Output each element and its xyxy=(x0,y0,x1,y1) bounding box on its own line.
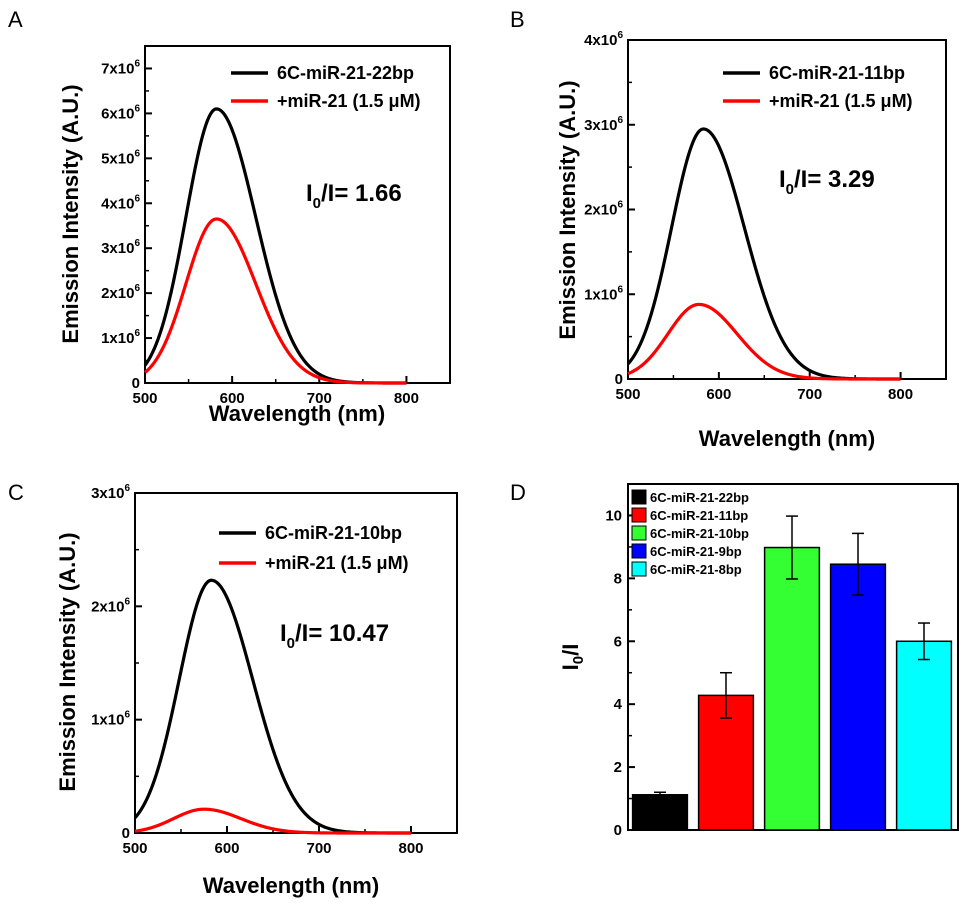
bar-4 xyxy=(829,563,887,831)
x-tick-label-b: 700 xyxy=(797,386,822,403)
y-tick-label-b: 1x106 xyxy=(584,284,623,303)
legend-swatch-d-1 xyxy=(631,489,647,505)
x-ticks-b: 500 600 700 800 xyxy=(615,372,913,403)
y-tick-label-c: 2x106 xyxy=(91,596,130,615)
curves-b xyxy=(626,127,902,381)
bar-1 xyxy=(631,794,689,831)
legend-label-b-1: 6C-miR-21-11bp xyxy=(769,63,905,83)
ratio-annotation-c: I0/I= 10.47 xyxy=(280,620,389,652)
x-tick-label-b: 500 xyxy=(615,386,640,403)
x-tick-label-c: 500 xyxy=(122,840,147,857)
y-tick-label-a: 4x106 xyxy=(101,193,140,212)
y-tick-label-b: 0 xyxy=(615,371,623,388)
legend-label-a-1: 6C-miR-21-22bp xyxy=(277,63,414,83)
legend-label-a-2: +miR-21 (1.5 μM) xyxy=(277,91,421,111)
y-tick-label-d: 8 xyxy=(614,570,622,587)
x-tick-label-a: 600 xyxy=(220,390,245,407)
y-tick-label-a: 3x106 xyxy=(101,238,140,257)
panel-c: C 0 1x106 2x106 3x106 500 600 700 800 Waveleng… xyxy=(8,480,458,898)
y-tick-label-d: 0 xyxy=(614,822,622,839)
y-axis-title-d: I0/I xyxy=(558,644,587,671)
panel-letter-c: C xyxy=(8,480,24,505)
y-tick-label-d: 2 xyxy=(614,759,622,776)
series-line-a-1 xyxy=(143,107,408,385)
panel-a: A 0 1x106 2x106 3x106 4x106 5x106 6x106 7x106 5… xyxy=(8,7,451,426)
y-tick-label-c: 3x106 xyxy=(91,483,130,502)
series-line-c-2 xyxy=(134,807,412,835)
y-tick-label-a: 0 xyxy=(132,375,140,392)
panel-b: B 0 1x106 2x106 3x106 4x106 500 600 700 800 Wav… xyxy=(510,7,947,451)
y-axis-title-c: Emission Intensity (A.U.) xyxy=(55,532,80,791)
y-tick-label-a: 7x106 xyxy=(101,58,140,77)
ratio-annotation-b: I0/I= 3.29 xyxy=(779,166,875,198)
y-tick-label-d: 10 xyxy=(605,507,622,524)
x-tick-label-a: 800 xyxy=(394,390,419,407)
y-tick-label-b: 2x106 xyxy=(584,200,623,219)
x-tick-label-c: 800 xyxy=(398,840,423,857)
series-line-c-1 xyxy=(133,578,412,835)
legend-label-d-4: 6C-miR-21-9bp xyxy=(650,544,742,559)
legend-label-d-3: 6C-miR-21-10bp xyxy=(650,526,749,541)
x-tick-label-c: 700 xyxy=(306,840,331,857)
legend-swatch-d-4 xyxy=(631,543,647,559)
panel-letter-b: B xyxy=(510,7,525,32)
legend-swatch-d-3 xyxy=(631,525,647,541)
series-line-b-2 xyxy=(627,302,902,381)
legend-swatch-d-5 xyxy=(631,561,647,577)
panel-letter-d: D xyxy=(510,480,526,505)
x-axis-title-c: Wavelength (nm) xyxy=(203,873,379,898)
panel-d: D 0 2 4 6 8 10 I0/I 6C-miR-21-22bp 6C-miR-21-1… xyxy=(510,480,959,839)
x-tick-label-c: 600 xyxy=(214,840,239,857)
legend-d: 6C-miR-21-22bp 6C-miR-21-11bp 6C-miR-21-10… xyxy=(631,489,749,577)
x-tick-label-b: 600 xyxy=(706,386,731,403)
plot-frame-a xyxy=(144,45,451,384)
y-tick-label-a: 5x106 xyxy=(101,148,140,167)
y-ticks-b: 0 1x106 2x106 3x106 4x106 xyxy=(584,30,635,388)
y-tick-label-a: 2x106 xyxy=(101,283,140,302)
legend-swatch-d-2 xyxy=(631,507,647,523)
y-tick-label-b: 3x106 xyxy=(584,115,623,134)
y-tick-label-d: 6 xyxy=(614,633,622,650)
y-tick-label-d: 4 xyxy=(614,696,623,713)
legend-label-d-5: 6C-miR-21-8bp xyxy=(650,562,742,577)
x-axis-title-b: Wavelength (nm) xyxy=(699,426,875,451)
legend-b: 6C-miR-21-11bp +miR-21 (1.5 μM) xyxy=(723,63,913,111)
x-tick-label-a: 700 xyxy=(307,390,332,407)
bar-5 xyxy=(895,640,953,831)
legend-label-d-1: 6C-miR-21-22bp xyxy=(650,490,749,505)
y-ticks-a: 0 1x106 2x106 3x106 4x106 5x106 6x106 7x106 xyxy=(101,58,152,392)
y-ticks-c: 0 1x106 2x106 3x106 xyxy=(91,483,142,842)
x-tick-label-b: 800 xyxy=(888,386,913,403)
legend-label-c-1: 6C-miR-21-10bp xyxy=(265,523,402,543)
legend-label-b-2: +miR-21 (1.5 μM) xyxy=(769,91,913,111)
bar-3 xyxy=(763,546,821,831)
legend-label-d-2: 6C-miR-21-11bp xyxy=(650,508,748,523)
y-tick-label-c: 0 xyxy=(122,825,130,842)
x-axis-title-a: Wavelength (nm) xyxy=(209,401,385,426)
y-tick-label-b: 4x106 xyxy=(584,30,623,49)
curves-c xyxy=(133,578,412,835)
y-tick-label-a: 1x106 xyxy=(101,328,140,347)
panel-letter-a: A xyxy=(8,7,23,32)
legend-c: 6C-miR-21-10bp +miR-21 (1.5 μM) xyxy=(219,523,409,573)
y-tick-label-a: 6x106 xyxy=(101,103,140,122)
x-tick-label-a: 500 xyxy=(132,390,157,407)
y-axis-title-a: Emission Intensity (A.U.) xyxy=(58,84,83,343)
x-ticks-c: 500 600 700 800 xyxy=(122,826,424,857)
bars-d xyxy=(631,515,953,831)
legend-label-c-2: +miR-21 (1.5 μM) xyxy=(265,553,409,573)
series-line-a-2 xyxy=(143,217,408,385)
curves-a xyxy=(143,107,408,385)
ratio-annotation-a: I0/I= 1.66 xyxy=(306,180,402,212)
y-axis-title-b: Emission Intensity (A.U.) xyxy=(555,80,580,339)
y-ticks-d: 0 2 4 6 8 10 xyxy=(605,507,635,839)
y-tick-label-c: 1x106 xyxy=(91,710,130,729)
legend-a: 6C-miR-21-22bp +miR-21 (1.5 μM) xyxy=(231,63,421,111)
